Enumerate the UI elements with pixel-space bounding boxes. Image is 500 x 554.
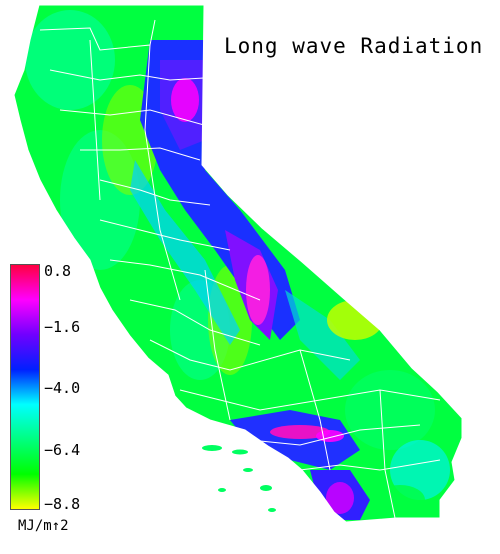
legend-units: MJ/m↑2 <box>18 518 69 534</box>
field-north-coast <box>25 10 115 110</box>
field-sierra-cyan <box>130 160 240 345</box>
legend-tick-label: −6.4 <box>44 441 81 459</box>
legend-color-bar <box>10 264 40 510</box>
field-north-magenta <box>171 78 199 122</box>
field-peninsular-purple <box>326 482 354 514</box>
channel-islands <box>202 445 276 512</box>
field-transverse-magenta <box>270 425 330 439</box>
legend-tick-label: 0.8 <box>44 262 72 280</box>
field-sierra-magenta <box>246 255 270 325</box>
county-lines <box>39 19 441 519</box>
legend-tick-label: −1.6 <box>44 318 81 336</box>
legend-tick-label: −4.0 <box>44 379 81 397</box>
field-mojave-yellow <box>327 300 383 340</box>
field-mojave-green <box>345 370 435 450</box>
legend-tick-label: −8.8 <box>44 495 81 513</box>
field-owens-cyan <box>285 290 360 380</box>
field-imperial-cyan <box>390 440 450 500</box>
field-imperial-green <box>375 485 425 515</box>
map-title: Long wave Radiation <box>224 34 484 58</box>
